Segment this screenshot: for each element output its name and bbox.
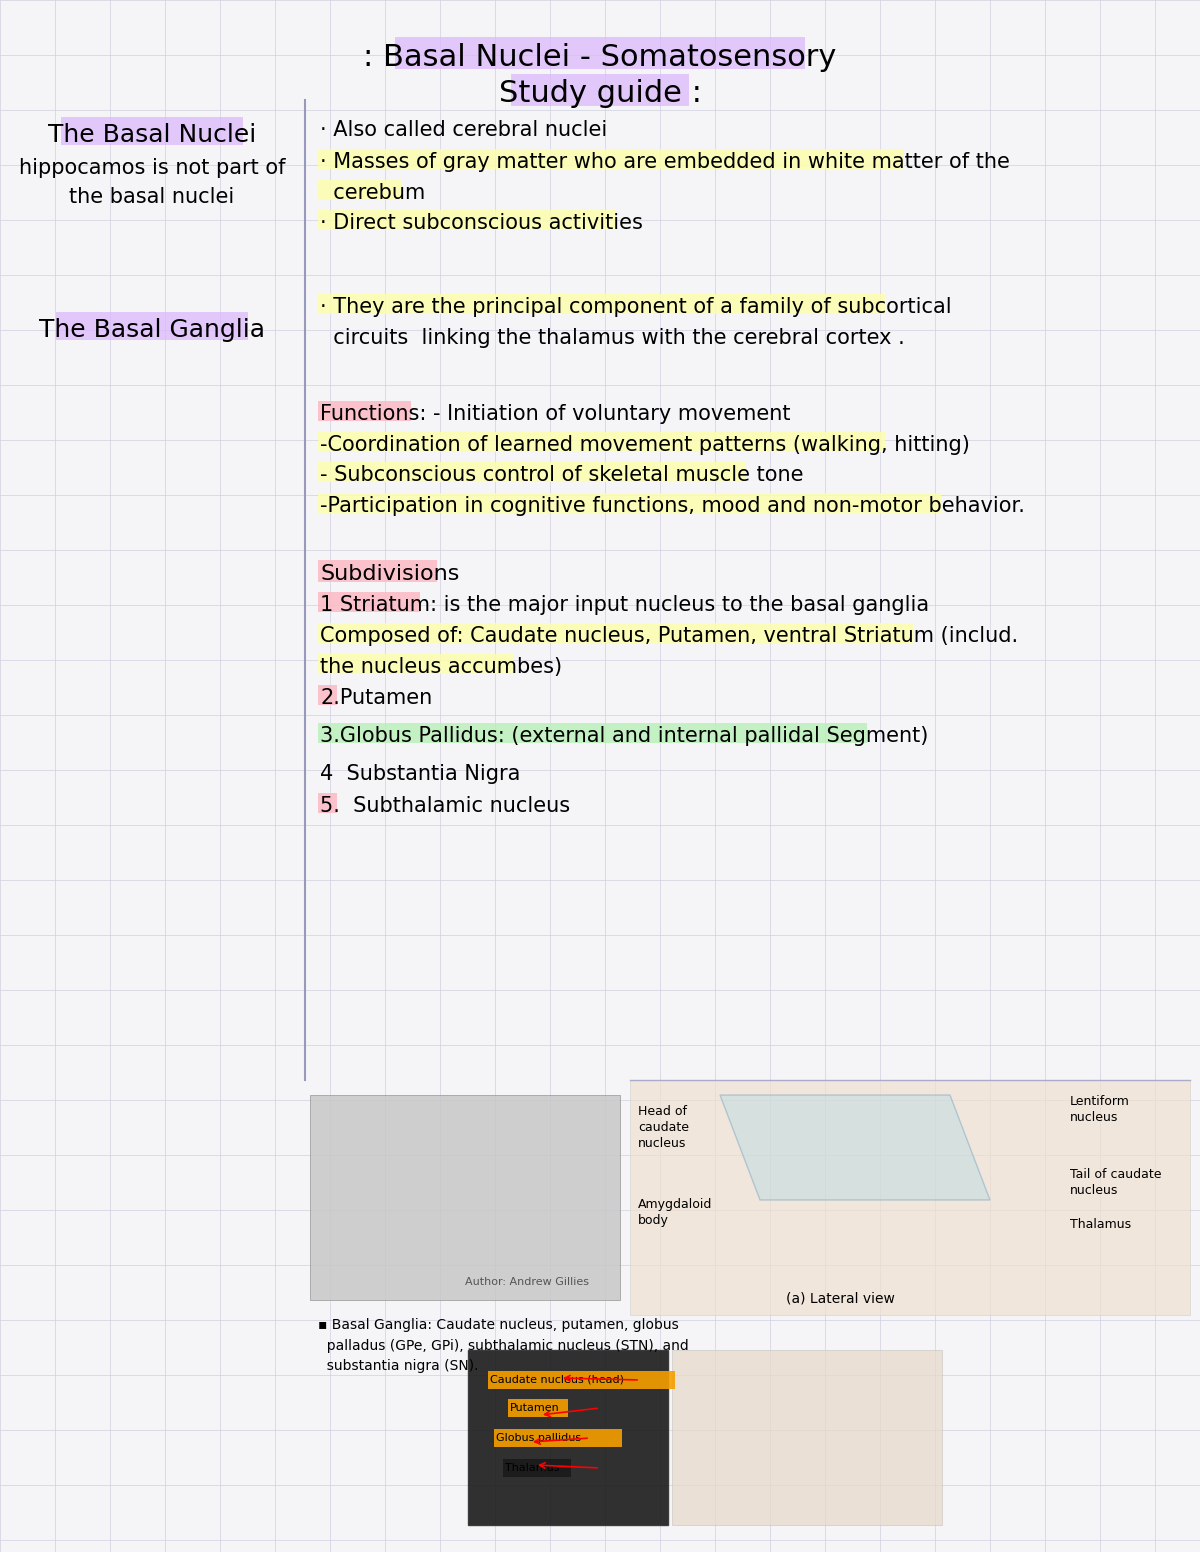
Bar — [318, 180, 402, 200]
Bar — [318, 560, 437, 582]
Bar — [318, 494, 941, 514]
Text: 5.  Subthalamic nucleus: 5. Subthalamic nucleus — [320, 796, 570, 816]
Text: Lentiform
nucleus: Lentiform nucleus — [1070, 1096, 1130, 1124]
Bar — [511, 74, 689, 106]
Polygon shape — [720, 1096, 990, 1200]
Bar — [672, 1350, 942, 1526]
Text: Tail of caudate
nucleus: Tail of caudate nucleus — [1070, 1169, 1162, 1197]
Bar — [488, 1370, 674, 1389]
Text: 4  Substantia Nigra: 4 Substantia Nigra — [320, 764, 521, 784]
Bar — [55, 312, 248, 340]
Text: · Direct subconscious activities: · Direct subconscious activities — [320, 213, 643, 233]
Bar — [318, 462, 746, 483]
Text: Functions: - Initiation of voluntary movement: Functions: - Initiation of voluntary mov… — [320, 404, 791, 424]
Bar — [318, 684, 336, 705]
Text: 1 Striatum: is the major input nucleus to the basal ganglia: 1 Striatum: is the major input nucleus t… — [320, 594, 929, 615]
Text: -Coordination of learned movement patterns (walking, hitting): -Coordination of learned movement patter… — [320, 435, 970, 455]
Bar — [503, 1459, 571, 1478]
Bar — [468, 1350, 668, 1526]
Text: The Basal Nuclei: The Basal Nuclei — [48, 123, 256, 147]
Text: Head of
caudate
nucleus: Head of caudate nucleus — [638, 1105, 689, 1150]
Text: Composed of: Caudate nucleus, Putamen, ventral Striatum (includ.: Composed of: Caudate nucleus, Putamen, v… — [320, 625, 1018, 646]
Text: cerebum: cerebum — [320, 183, 425, 203]
Text: Caudate nucleus (head): Caudate nucleus (head) — [490, 1375, 624, 1384]
Text: -Participation in cognitive functions, mood and non-motor behavior.: -Participation in cognitive functions, m… — [320, 497, 1025, 515]
Bar — [310, 1096, 620, 1301]
Text: 2.Putamen: 2.Putamen — [320, 688, 432, 708]
Bar — [318, 149, 904, 169]
Text: (a) Lateral view: (a) Lateral view — [786, 1291, 894, 1305]
Text: The Basal Ganglia: The Basal Ganglia — [38, 318, 265, 341]
Bar — [396, 37, 804, 70]
Text: - Subconscious control of skeletal muscle tone: - Subconscious control of skeletal muscl… — [320, 466, 804, 484]
Text: Globus pallidus: Globus pallidus — [496, 1432, 581, 1443]
Bar — [318, 293, 886, 314]
Text: ▪ Basal Ganglia: Caudate nucleus, putamen, globus
  palladus (GPe, GPi), subthal: ▪ Basal Ganglia: Caudate nucleus, putame… — [318, 1318, 689, 1374]
Text: the basal nuclei: the basal nuclei — [70, 186, 235, 206]
Text: 3.Globus Pallidus: (external and internal pallidal Segment): 3.Globus Pallidus: (external and interna… — [320, 726, 929, 747]
Text: Amygdaloid
body: Amygdaloid body — [638, 1198, 713, 1228]
Text: · They are the principal component of a family of subcortical: · They are the principal component of a … — [320, 296, 952, 317]
Text: Author: Andrew Gillies: Author: Andrew Gillies — [466, 1277, 589, 1287]
Bar — [318, 622, 913, 643]
Text: circuits  linking the thalamus with the cerebral cortex .: circuits linking the thalamus with the c… — [320, 327, 905, 348]
Bar — [318, 653, 514, 674]
Text: the nucleus accumbes): the nucleus accumbes) — [320, 656, 562, 677]
Text: : Basal Nuclei - Somatosensory: : Basal Nuclei - Somatosensory — [364, 42, 836, 71]
Bar — [318, 431, 886, 452]
Bar — [61, 116, 242, 144]
Bar — [318, 793, 336, 813]
Bar — [494, 1429, 622, 1446]
Text: hippocamos is not part of: hippocamos is not part of — [19, 158, 286, 178]
Text: · Masses of gray matter who are embedded in white matter of the: · Masses of gray matter who are embedded… — [320, 152, 1010, 172]
Text: Thalamus: Thalamus — [1070, 1218, 1132, 1231]
Text: · Also called cerebral nuclei: · Also called cerebral nuclei — [320, 120, 607, 140]
Bar — [318, 210, 616, 230]
Text: Subdivisions: Subdivisions — [320, 563, 460, 584]
Bar — [508, 1398, 568, 1417]
Text: Putamen: Putamen — [510, 1403, 559, 1412]
Bar — [630, 1080, 1190, 1315]
Bar — [318, 400, 410, 421]
Text: Thalamus: Thalamus — [505, 1464, 559, 1473]
Text: Study guide :: Study guide : — [498, 79, 702, 109]
Bar — [318, 723, 866, 743]
Bar — [318, 591, 420, 611]
